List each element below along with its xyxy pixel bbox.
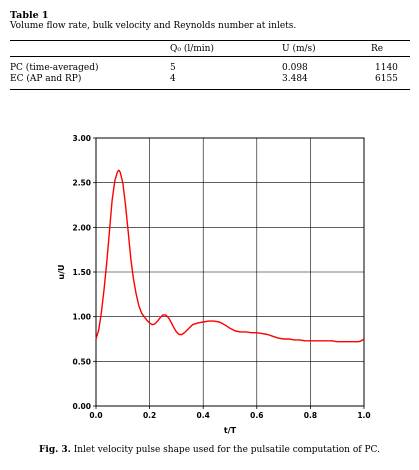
chart-axis-ticks: 0.0 0.2 0.4 0.6 0.8 1.0 0.00 0.50 1.00 1.50 2.00 2.…: [72, 134, 370, 420]
y-tick-label: 2.50: [72, 179, 91, 188]
table-bottom-rule: [10, 89, 410, 90]
table-cell-flow-rate: 4: [170, 74, 176, 84]
y-tick-label: 1.50: [72, 268, 91, 277]
x-tick-label: 0.4: [197, 411, 210, 420]
x-tick-label: 0.0: [89, 411, 102, 420]
table-header-flow-rate: Q₀ (l/min): [170, 44, 214, 54]
table-cell-velocity: 0.098: [282, 63, 308, 73]
table-cell-case: PC (time-averaged): [10, 63, 99, 73]
x-axis-label: t/T: [224, 426, 237, 435]
x-tick-label: 1.0: [357, 411, 370, 420]
figure-caption-text: Inlet velocity pulse shape used for the …: [73, 445, 380, 455]
table-caption: Volume flow rate, bulk velocity and Reyn…: [10, 21, 297, 31]
y-tick-label: 1.00: [72, 313, 91, 322]
x-tick-label: 0.2: [143, 411, 156, 420]
table-label: Table 1: [10, 10, 49, 21]
pulse-shape-chart: 0.0 0.2 0.4 0.6 0.8 1.0 0.00 0.50 1.00 1.50 2.00 2.…: [57, 134, 371, 435]
table-cell-velocity: 3.484: [282, 74, 308, 84]
table-top-rule: [10, 40, 410, 41]
table-cell-reynolds: 6155: [375, 74, 398, 84]
table-cell-flow-rate: 5: [170, 63, 176, 73]
y-tick-label: 3.00: [72, 134, 91, 143]
table-cell-reynolds: 1140: [375, 63, 398, 73]
table-header-reynolds: Re: [371, 44, 384, 54]
x-tick-label: 0.6: [250, 411, 263, 420]
x-tick-label: 0.8: [304, 411, 317, 420]
y-tick-label: 2.00: [72, 223, 91, 232]
table-header-rule: [10, 56, 410, 57]
table-cell-case: EC (AP and RP): [10, 74, 82, 84]
figure-caption: Fig. 3. Inlet velocity pulse shape used …: [0, 445, 419, 455]
chart-grid: [96, 138, 364, 406]
y-tick-label: 0.50: [72, 357, 91, 366]
y-tick-label: 0.00: [72, 402, 91, 411]
figure-caption-label: Fig. 3.: [39, 445, 71, 455]
y-axis-label: u/U: [57, 264, 66, 279]
table-header-velocity: U (m/s): [282, 44, 316, 54]
pulse-series-line: [95, 169, 365, 343]
chart-series-layer: [95, 169, 365, 343]
